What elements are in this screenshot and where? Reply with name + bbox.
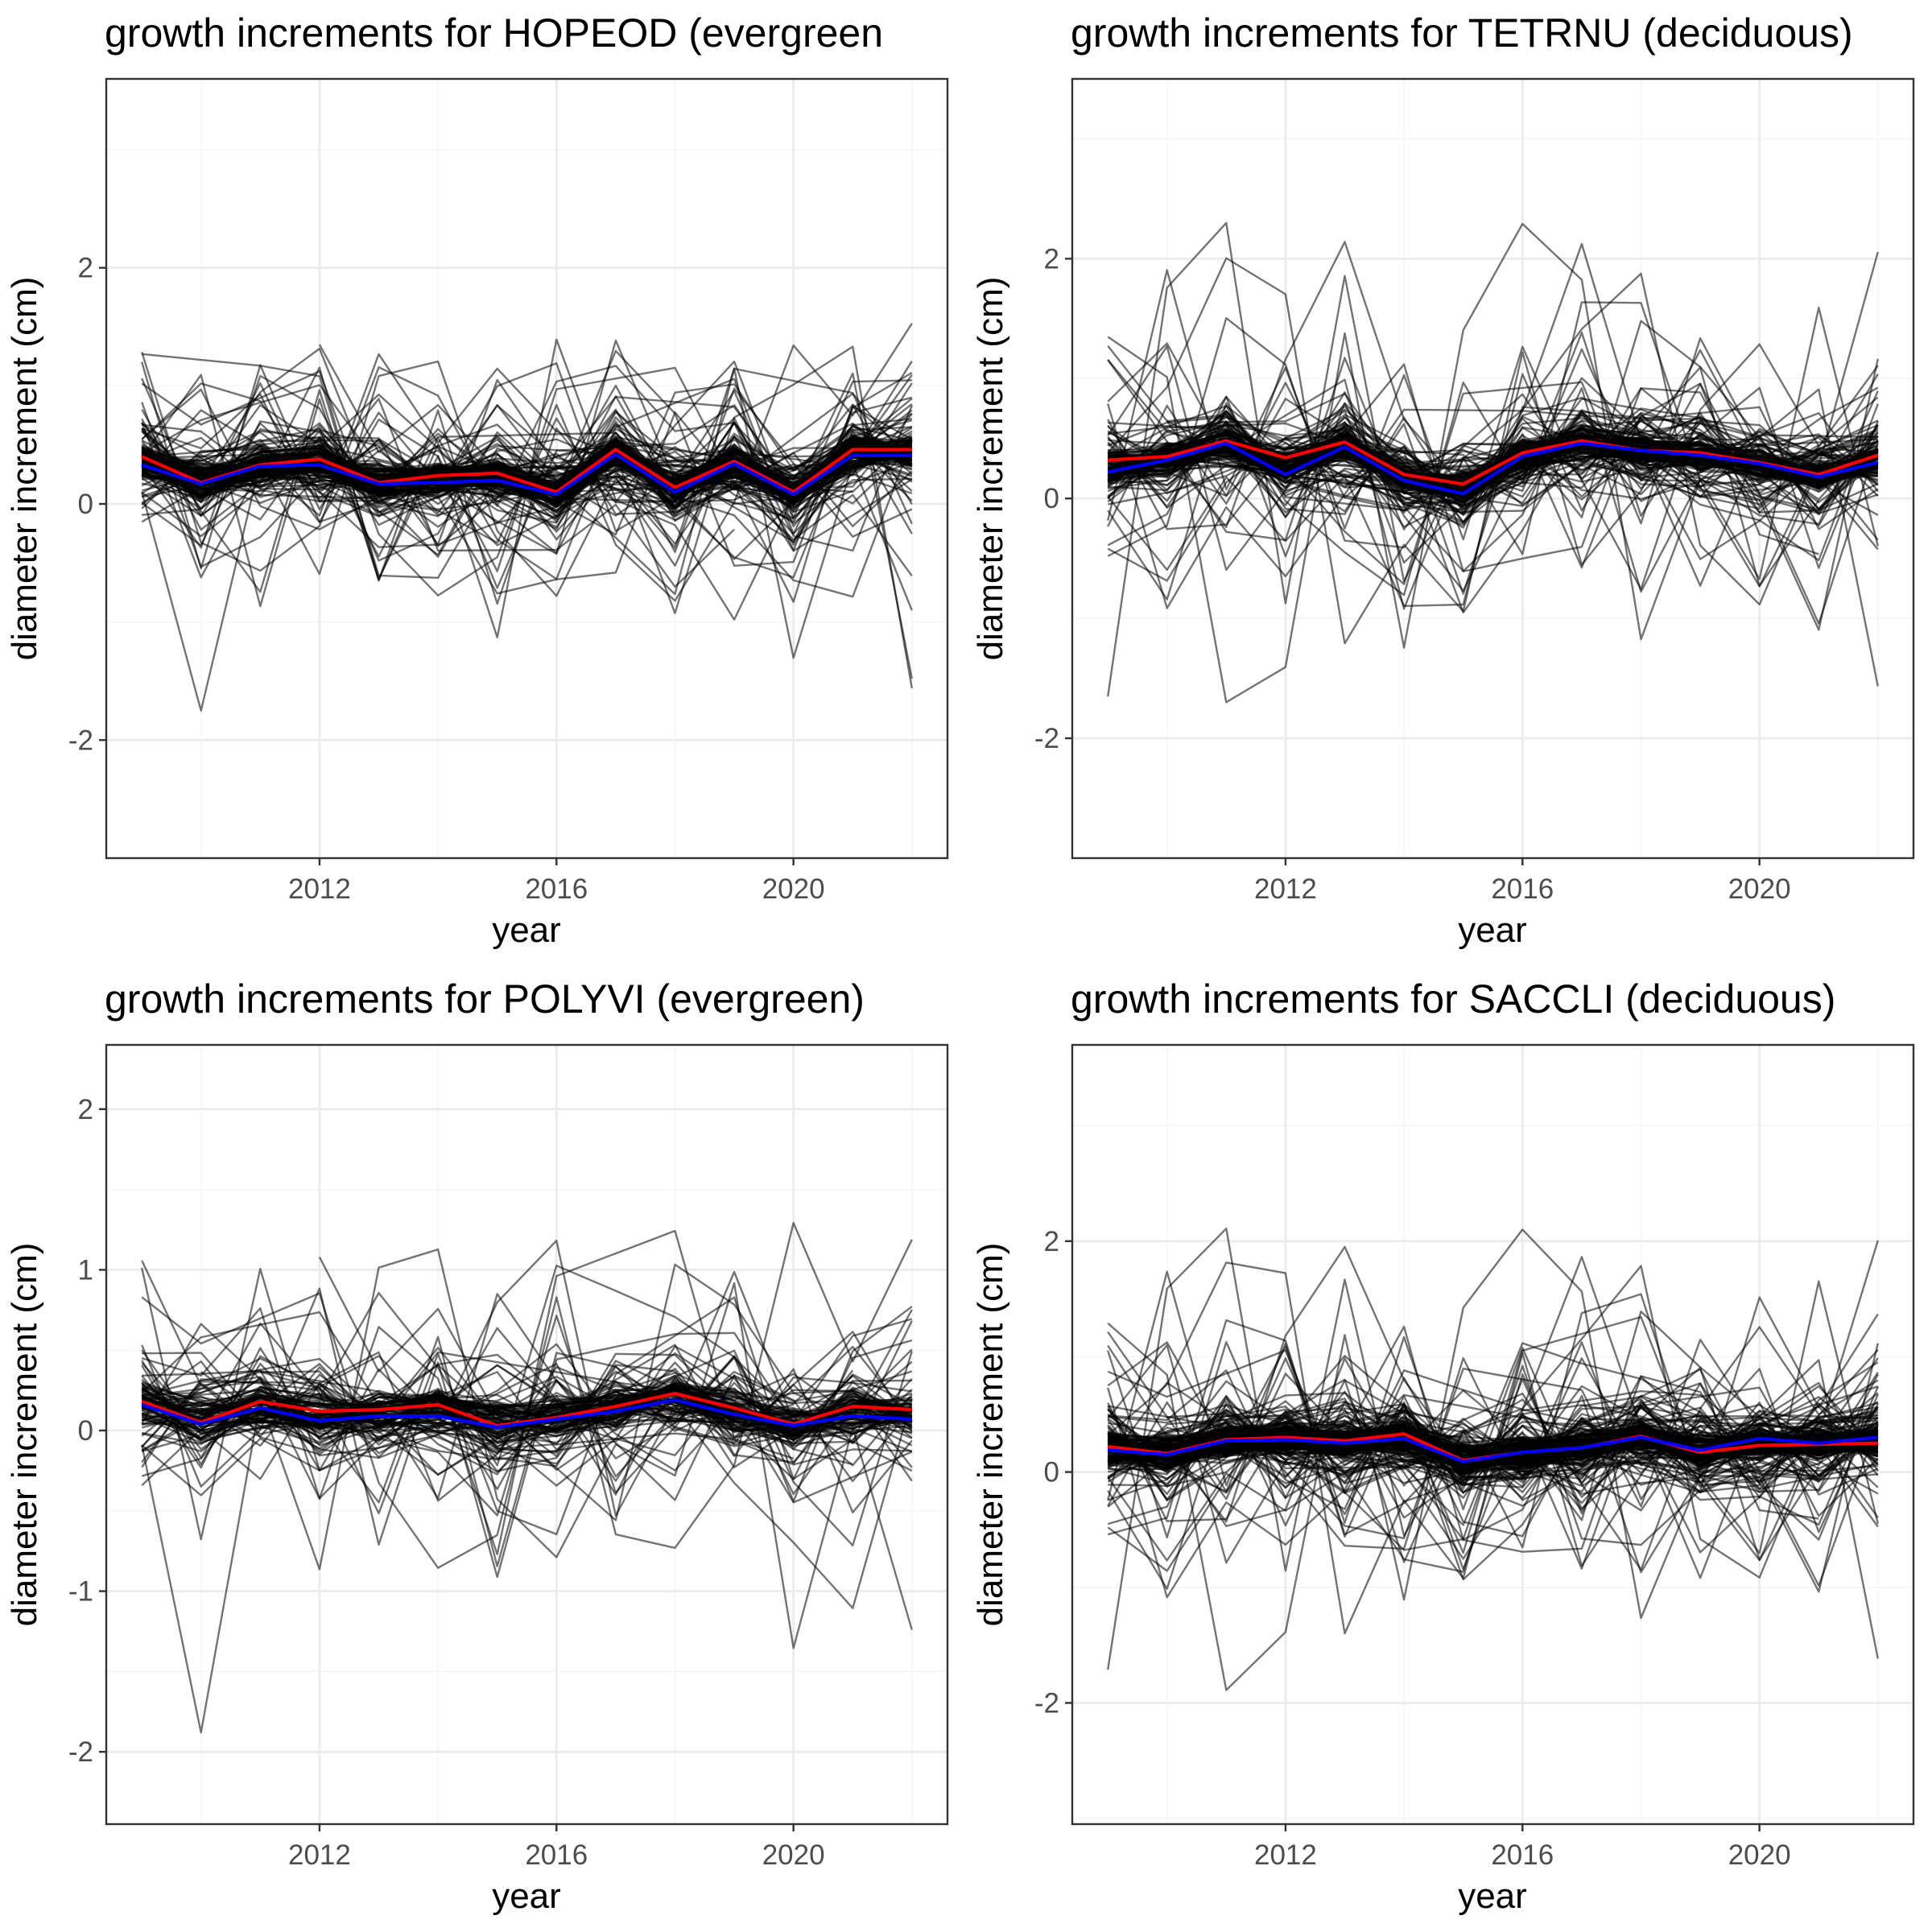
y-tick-label: 2 <box>1044 1226 1059 1257</box>
tree-line <box>141 1357 854 1487</box>
y-tick-label: 2 <box>78 1094 93 1125</box>
tree-line <box>1108 420 1878 510</box>
panel-border <box>105 1043 949 1826</box>
chart-title: growth increments for HOPEOD (evergreen <box>105 10 883 56</box>
y-tick-label: -2 <box>68 724 93 756</box>
series-line-blue <box>141 452 912 497</box>
tree-line <box>141 434 913 498</box>
tree-line <box>1107 411 1879 511</box>
tree-line <box>1107 222 1879 704</box>
tree-line <box>141 444 912 502</box>
chart-panel-2: growth increments for TETRNU (deciduous)… <box>971 10 1915 950</box>
tree-line <box>142 362 913 598</box>
y-tick-label: 0 <box>78 489 93 520</box>
chart-title: growth increments for TETRNU (deciduous) <box>1071 10 1853 56</box>
tree-line <box>142 1369 735 1482</box>
tree-line <box>141 404 913 603</box>
y-tick-label: 0 <box>78 1415 93 1447</box>
tree-line <box>1107 1344 1879 1564</box>
tree-line <box>141 347 913 579</box>
tree-line <box>141 323 913 602</box>
tree-line <box>1107 269 1879 591</box>
y-tick-label: -2 <box>68 1736 93 1768</box>
x-tick-label: 2012 <box>1254 1839 1317 1871</box>
tree-line <box>1107 221 1879 697</box>
tree-line <box>142 1393 913 1431</box>
chart-title: growth increments for SACCLI (deciduous) <box>1071 976 1835 1022</box>
x-tick-label: 2016 <box>1491 1839 1554 1871</box>
tree-line <box>1285 1413 1878 1498</box>
tree-line <box>1107 345 1879 572</box>
y-tick-label: -2 <box>1034 723 1059 754</box>
tree-line <box>141 445 912 510</box>
y-tick-label: 0 <box>1044 483 1059 514</box>
series-line-blue <box>141 1398 912 1430</box>
y-tick-label: 2 <box>1044 243 1059 275</box>
tree-line <box>200 1371 735 1460</box>
tree-line <box>1107 1296 1879 1551</box>
series-line-blue <box>1108 1435 1879 1463</box>
y-axis-title: diameter increment (cm) <box>971 277 1010 661</box>
y-axis-title: diameter increment (cm) <box>971 1243 1010 1627</box>
series-line-red <box>141 448 912 494</box>
tree-line <box>141 360 913 712</box>
tree-line <box>141 1260 913 1567</box>
x-tick-label: 2012 <box>288 1839 351 1871</box>
x-tick-label: 2020 <box>1728 1839 1791 1871</box>
tree-line <box>1107 1396 1879 1488</box>
tree-line <box>141 422 913 510</box>
y-tick-label: -1 <box>68 1576 93 1608</box>
x-axis-title: year <box>1458 1876 1527 1916</box>
tree-lines <box>1107 1228 1879 1691</box>
x-tick-label: 2016 <box>525 873 588 905</box>
tree-line <box>1107 1406 1879 1492</box>
tree-line <box>1107 382 1879 601</box>
tree-line <box>141 351 913 572</box>
tree-line <box>141 1296 913 1536</box>
x-tick-label: 2012 <box>288 873 351 905</box>
y-tick-label: -2 <box>1034 1687 1059 1719</box>
tree-line <box>141 1390 912 1440</box>
series-line-blue <box>1107 441 1879 496</box>
panel-border <box>1071 77 1915 860</box>
x-tick-label: 2016 <box>1491 873 1554 905</box>
y-tick-label: 0 <box>1044 1457 1059 1488</box>
chart-title: growth increments for POLYVI (evergreen) <box>105 976 865 1022</box>
tree-line <box>1107 1342 1879 1501</box>
y-tick-label: 2 <box>78 253 93 284</box>
chart-panel-4: growth increments for SACCLI (deciduous)… <box>971 976 1915 1916</box>
x-axis-title: year <box>1458 910 1527 950</box>
tree-line <box>1107 424 1878 506</box>
x-tick-label: 2016 <box>525 1839 588 1871</box>
tree-line <box>1107 1228 1879 1691</box>
tree-line <box>141 432 913 510</box>
tree-line <box>141 439 913 552</box>
x-tick-label: 2020 <box>762 1839 825 1871</box>
tree-lines <box>141 323 913 712</box>
y-axis-title: diameter increment (cm) <box>5 277 44 661</box>
x-axis-title: year <box>492 1876 561 1916</box>
x-tick-label: 2012 <box>1254 873 1317 905</box>
x-axis-title: year <box>492 910 561 950</box>
chart-panel-1: growth increments for HOPEOD (evergreen 2… <box>5 10 949 950</box>
y-axis-title: diameter increment (cm) <box>5 1243 44 1627</box>
chart-panel-3: growth increments for POLYVI (evergreen)… <box>5 976 949 1916</box>
tree-line <box>1107 337 1879 585</box>
x-tick-label: 2020 <box>762 873 825 905</box>
x-tick-label: 2020 <box>1728 873 1791 905</box>
y-tick-label: 1 <box>78 1254 93 1286</box>
tree-line <box>1107 373 1819 607</box>
tree-line <box>141 378 913 580</box>
panel-border <box>1071 1043 1915 1826</box>
tree-lines <box>141 1221 913 1734</box>
panel-border <box>105 77 949 860</box>
tree-line <box>141 1221 913 1569</box>
tree-line <box>1107 1368 1879 1538</box>
tree-line <box>1107 1373 1819 1573</box>
